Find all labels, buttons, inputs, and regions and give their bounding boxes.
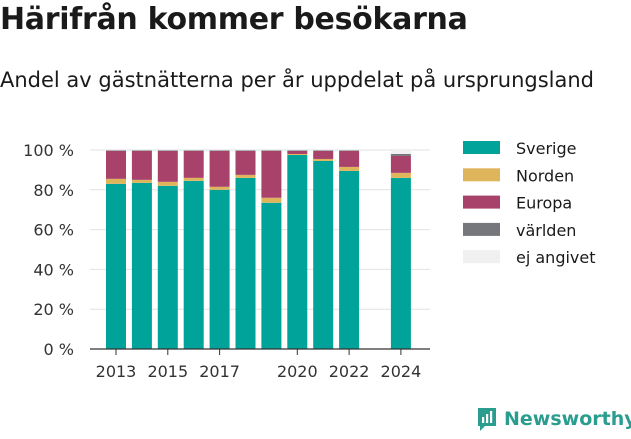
bar-segment-Europa-2018 xyxy=(235,150,256,175)
legend-label-ej-angivet: ej angivet xyxy=(516,248,596,267)
y-tick-label: 0 % xyxy=(44,340,74,359)
bar-segment-världen-2016 xyxy=(183,150,204,151)
newsworthy-logo: Newsworthy xyxy=(476,406,631,432)
brand-name: Newsworthy xyxy=(504,408,631,430)
legend-label-Europa: Europa xyxy=(516,194,572,213)
bar-segment-Sverige-2017 xyxy=(209,189,230,349)
y-tick-label: 80 % xyxy=(33,181,74,200)
bar-segment-världen-2013 xyxy=(106,150,126,151)
bar-segment-världen-2018 xyxy=(235,150,256,151)
bar-segment-världen-2019 xyxy=(261,150,282,151)
bar-segment-Sverige-2024 xyxy=(390,177,411,349)
bar-segment-Sverige-2019 xyxy=(261,202,282,349)
legend-label-Sverige: Sverige xyxy=(516,139,577,158)
bar-segment-Sverige-2013 xyxy=(106,183,126,349)
bar-segment-Norden-2022 xyxy=(339,166,360,171)
bar-segment-Sverige-2016 xyxy=(183,180,204,349)
bar-segment-Norden-2020 xyxy=(287,153,308,155)
bar-segment-världen-2017 xyxy=(209,150,230,151)
legend-swatch-världen xyxy=(463,222,500,236)
y-tick-label: 40 % xyxy=(33,260,74,279)
bar-segment-Europa-2021 xyxy=(313,150,334,159)
x-tick-label: 2020 xyxy=(277,362,318,381)
x-tick-label: 2015 xyxy=(147,362,188,381)
bar-segment-Europa-2013 xyxy=(106,150,126,179)
bar-segment-världen-2015 xyxy=(157,150,178,151)
bar-segment-Norden-2018 xyxy=(235,174,256,178)
chart-subtitle: Andel av gästnätterna per år uppdelat på… xyxy=(0,68,594,92)
bar-segment-ej-angivet-2024 xyxy=(390,150,411,154)
x-tick-label: 2024 xyxy=(381,362,422,381)
bar-segment-Europa-2024 xyxy=(390,155,411,173)
bar-segment-världen-2024 xyxy=(390,153,411,156)
legend-swatch-ej-angivet xyxy=(463,250,500,264)
legend-label-Norden: Norden xyxy=(516,166,574,185)
legend-swatch-Sverige xyxy=(463,141,500,154)
y-tick-label: 60 % xyxy=(33,221,74,240)
bar-segment-Sverige-2020 xyxy=(287,154,308,349)
bar-segment-Sverige-2021 xyxy=(313,160,334,349)
y-tick-label: 100 % xyxy=(23,141,74,160)
stacked-bar-chart: 0 % 20 % 40 % 60 % 80 % 100 % 2013 2015 2017 2020… xyxy=(23,139,596,381)
bar-segment-Europa-2015 xyxy=(157,150,178,182)
y-tick-label: 20 % xyxy=(33,300,74,319)
bar-segment-Norden-2024 xyxy=(390,172,411,178)
bar-segment-Europa-2016 xyxy=(183,150,204,178)
x-tick-label: 2017 xyxy=(199,362,240,381)
bar-segment-Sverige-2018 xyxy=(235,177,256,349)
bar-segment-Europa-2017 xyxy=(209,150,230,187)
legend-swatch-Norden xyxy=(463,168,500,182)
bar-segment-Norden-2015 xyxy=(157,181,178,186)
bar-segment-Europa-2020 xyxy=(287,150,308,154)
bar-segment-Norden-2013 xyxy=(106,178,126,184)
x-tick-label: 2013 xyxy=(96,362,137,381)
bar-segment-Europa-2022 xyxy=(339,150,360,167)
bar-segment-Norden-2021 xyxy=(313,158,334,161)
legend-swatch-Europa xyxy=(463,195,500,209)
legend-label-världen: världen xyxy=(516,221,576,240)
bar-segment-Norden-2019 xyxy=(261,197,282,203)
bar-segment-Europa-2014 xyxy=(131,150,152,180)
bar-segment-Norden-2017 xyxy=(209,186,230,190)
newsworthy-logo-icon xyxy=(478,408,496,431)
bar-segment-världen-2020 xyxy=(287,150,308,151)
bar-segment-Sverige-2014 xyxy=(131,182,152,349)
bar-segment-Europa-2019 xyxy=(261,150,282,198)
bar-segment-Norden-2014 xyxy=(131,179,152,183)
bar-segment-världen-2022 xyxy=(339,150,360,151)
bar-segment-Sverige-2022 xyxy=(339,170,360,349)
bar-segment-världen-2021 xyxy=(313,150,334,151)
x-tick-label: 2022 xyxy=(329,362,370,381)
bar-segment-Norden-2016 xyxy=(183,177,204,181)
bar-segment-världen-2014 xyxy=(131,150,152,151)
chart-title: Härifrån kommer besökarna xyxy=(0,2,468,37)
bar-segment-Sverige-2015 xyxy=(157,185,178,349)
